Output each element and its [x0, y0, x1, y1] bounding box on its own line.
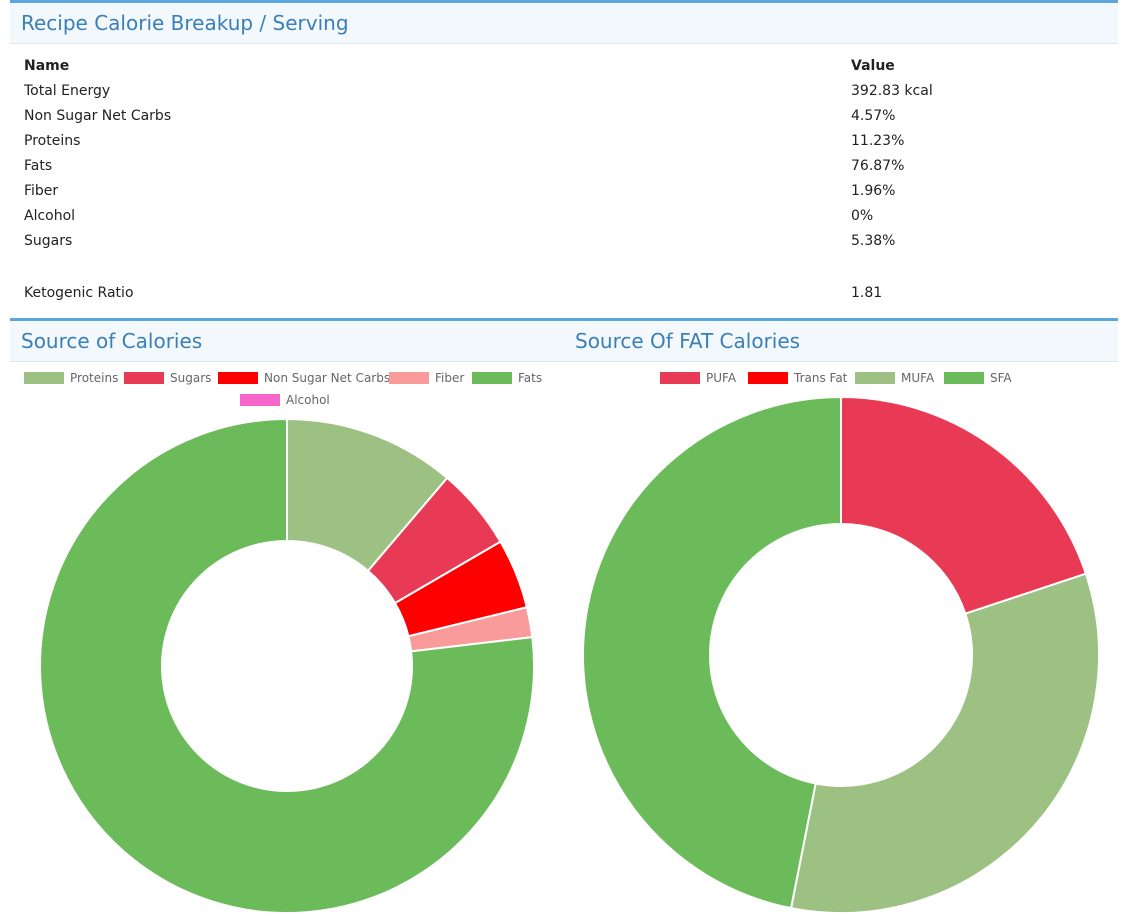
fat-chart-title: Source Of FAT Calories [575, 329, 801, 353]
legend-swatch [944, 372, 984, 384]
row-value: 1.96% [851, 183, 896, 199]
legend-swatch [124, 372, 164, 384]
table-row: Total Energy 392.83 kcal [24, 83, 1024, 108]
legend-swatch [660, 372, 700, 384]
legend-swatch [389, 372, 429, 384]
row-name: Proteins [24, 133, 81, 149]
legend-swatch [748, 372, 788, 384]
legend-swatch [240, 394, 280, 406]
row-value: 392.83 kcal [851, 83, 933, 99]
legend-swatch [472, 372, 512, 384]
legend-label: MUFA [901, 371, 935, 385]
breakup-panel-header: Recipe Calorie Breakup / Serving [10, 0, 1118, 44]
table-row: Fiber 1.96% [24, 183, 1024, 208]
table-row: Alcohol 0% [24, 208, 1024, 233]
row-name: Sugars [24, 233, 73, 249]
row-value: 4.57% [851, 108, 896, 124]
legend-label: Proteins [70, 371, 119, 385]
row-value: 1.81 [851, 285, 883, 301]
legend-label: SFA [990, 371, 1012, 385]
legend-label: Trans Fat [794, 371, 848, 385]
calories-slice-fats[interactable] [39, 417, 535, 914]
fat-slice-mufa[interactable] [789, 572, 1100, 914]
row-value: 11.23% [851, 133, 905, 149]
legend-swatch [24, 372, 64, 384]
calories-chart-header: Source of Calories [10, 318, 564, 362]
table-row: Proteins 11.23% [24, 133, 1024, 158]
table-row: Fats 76.87% [24, 158, 1024, 183]
table-row-keto: Ketogenic Ratio 1.81 [24, 285, 1024, 310]
header-name: Name [24, 58, 70, 74]
calorie-breakup-table: Name Value Total Energy 392.83 kcal Non … [24, 58, 1024, 310]
row-value: 0% [851, 208, 874, 224]
fat-chart-header: Source Of FAT Calories [564, 318, 1118, 362]
legend-label: Non Sugar Net Carbs [264, 371, 391, 385]
fat-slice-pufa[interactable] [840, 395, 1088, 616]
row-value: 5.38% [851, 233, 896, 249]
row-name: Total Energy [24, 83, 111, 99]
legend-label: PUFA [706, 371, 737, 385]
legend-label: Sugars [170, 371, 212, 385]
row-name: Fats [24, 158, 53, 174]
row-value: 76.87% [851, 158, 905, 174]
row-name: Non Sugar Net Carbs [24, 108, 172, 124]
table-header-row: Name Value [24, 58, 1024, 83]
legend-label: Alcohol [286, 393, 330, 407]
legend-label: Fiber [435, 371, 465, 385]
legend-swatch [855, 372, 895, 384]
row-name: Ketogenic Ratio [24, 285, 134, 301]
calories-chart-title: Source of Calories [21, 329, 203, 353]
row-name: Alcohol [24, 208, 76, 224]
table-row: Sugars 5.38% [24, 233, 1024, 258]
header-value: Value [851, 58, 895, 74]
row-name: Fiber [24, 183, 59, 199]
legend-swatch [218, 372, 258, 384]
legend-label: Fats [518, 371, 543, 385]
breakup-title: Recipe Calorie Breakup / Serving [21, 11, 349, 35]
table-row: Non Sugar Net Carbs 4.57% [24, 108, 1024, 133]
fat-slice-sfa[interactable] [582, 395, 842, 910]
